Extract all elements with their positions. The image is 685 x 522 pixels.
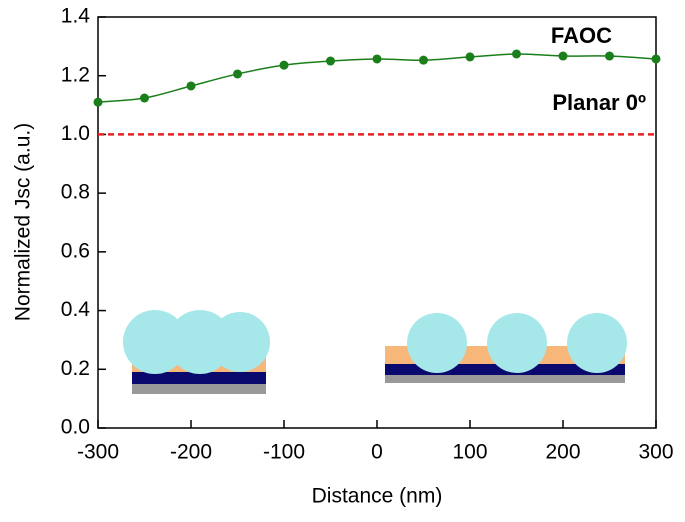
data-point bbox=[465, 52, 475, 62]
x-tick-label: -300 bbox=[77, 441, 119, 464]
y-tick-label: 0.2 bbox=[61, 357, 90, 380]
data-point bbox=[419, 55, 428, 65]
y-tick-label: 1.2 bbox=[61, 63, 90, 86]
x-axis-label: Distance (nm) bbox=[312, 485, 443, 508]
data-point bbox=[326, 56, 335, 66]
data-point bbox=[372, 54, 382, 64]
y-tick-label: 1.4 bbox=[61, 5, 91, 28]
data-point bbox=[140, 93, 149, 103]
y-tick-label: 0.0 bbox=[61, 416, 90, 439]
y-tick-label: 0.6 bbox=[61, 239, 90, 262]
y-tick-label: 0.4 bbox=[61, 298, 91, 321]
data-point bbox=[233, 69, 242, 79]
data-point bbox=[605, 51, 614, 61]
y-axis-label: Normalized Jsc (a.u.) bbox=[12, 123, 35, 321]
x-tick-label: -100 bbox=[263, 441, 305, 464]
reference-label: Planar 0º bbox=[552, 90, 646, 115]
data-point bbox=[651, 54, 661, 64]
legend-label: FAOC bbox=[551, 23, 612, 48]
x-tick-label: -200 bbox=[170, 441, 212, 464]
data-point bbox=[93, 97, 103, 107]
y-tick-label: 1.0 bbox=[61, 122, 90, 145]
data-point bbox=[558, 51, 568, 61]
data-point bbox=[279, 60, 289, 70]
x-tick-label: 300 bbox=[638, 441, 673, 464]
data-point bbox=[512, 49, 521, 59]
data-point bbox=[186, 81, 196, 91]
x-tick-label: 0 bbox=[371, 441, 383, 464]
y-tick-label: 0.8 bbox=[61, 181, 90, 204]
x-tick-label: 100 bbox=[452, 441, 487, 464]
illustration bbox=[123, 310, 627, 394]
x-tick-label: 200 bbox=[545, 441, 580, 464]
